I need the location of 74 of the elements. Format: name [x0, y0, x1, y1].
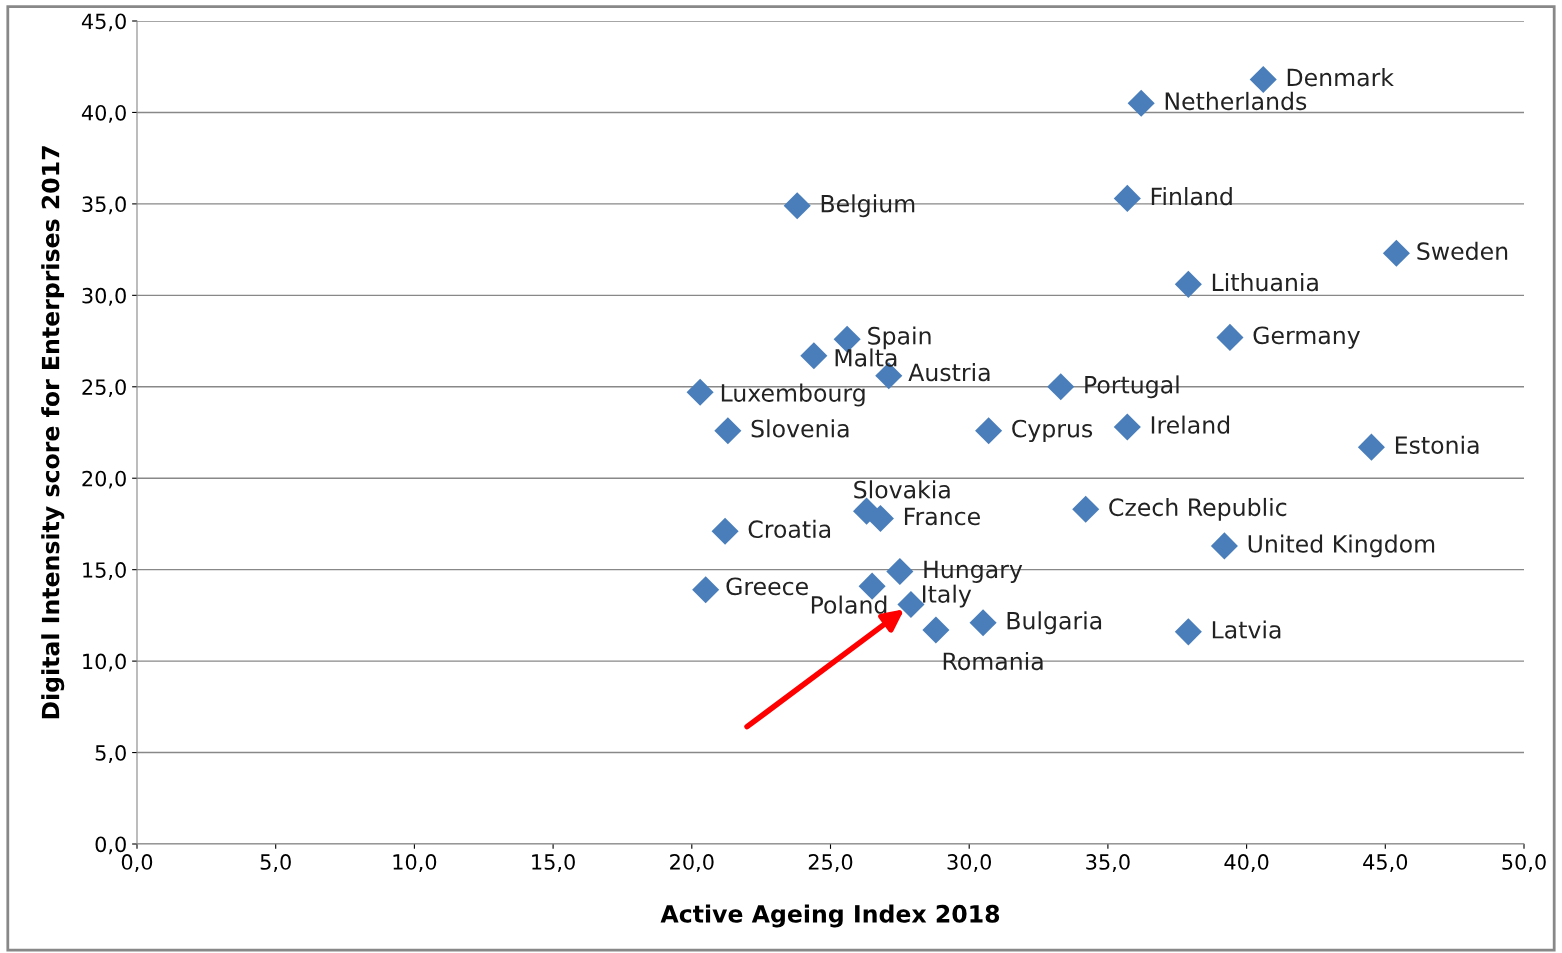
x-tick-label: 45,0 [1363, 854, 1408, 872]
annotation: Italy [922, 584, 972, 608]
point [1216, 323, 1244, 351]
point [1382, 239, 1410, 267]
annotation: Portugal [1085, 375, 1179, 399]
point [800, 342, 828, 370]
annotation: Slovakia [854, 480, 950, 499]
point [866, 504, 894, 532]
annotation: Latvia [1212, 620, 1281, 639]
x-tick-label: 15,0 [532, 854, 575, 872]
annotation: Bulgaria [1007, 611, 1102, 635]
point [1174, 618, 1202, 646]
point [1113, 184, 1141, 212]
point [922, 616, 950, 644]
annotation: Netherlands [1165, 91, 1307, 111]
point [714, 417, 742, 445]
y-tick-label: 15,0 [83, 562, 126, 580]
point [969, 609, 997, 637]
annotation: Belgium [821, 194, 915, 218]
x-tick-label: 40,0 [1224, 854, 1269, 872]
point [975, 417, 1003, 445]
annotation: Czech Republic [1109, 497, 1287, 521]
x-tick-label: 10,0 [393, 854, 437, 872]
x-tick-label: 0,0 [121, 854, 153, 872]
y-tick-label: 40,0 [81, 104, 126, 123]
point [1174, 270, 1202, 298]
point [783, 192, 811, 220]
x-tick-label: 5,0 [260, 854, 291, 872]
point [1210, 532, 1238, 560]
x-tick-label: 30,0 [947, 854, 992, 872]
point [1357, 433, 1385, 461]
annotation: Finland [1151, 186, 1232, 206]
annotation: Spain [868, 326, 931, 350]
annotation: Sweden [1417, 241, 1508, 261]
x-tick-label: 35,0 [1086, 854, 1130, 872]
y-tick-label: 45,0 [81, 13, 126, 32]
point [886, 557, 914, 586]
annotation: Estonia [1395, 435, 1479, 454]
point [711, 517, 739, 545]
point [1113, 413, 1141, 441]
annotation: Lithuania [1212, 272, 1318, 292]
annotation: Malta [835, 348, 897, 367]
y-tick-label: 20,0 [82, 470, 126, 489]
y-axis-title: Digital Intensity score for Enterprises 2017 [41, 146, 65, 719]
annotation: France [904, 507, 980, 526]
y-tick-label: 35,0 [82, 196, 126, 215]
annotation: Ireland [1151, 415, 1230, 434]
annotation: Poland [811, 595, 887, 614]
annotation: Denmark [1287, 68, 1394, 87]
x-tick-label: 25,0 [808, 854, 853, 872]
annotation: Croatia [748, 519, 831, 539]
annotation: Austria [908, 362, 990, 382]
annotation: Slovenia [751, 419, 849, 438]
point [692, 576, 720, 604]
y-tick-label: 0,0 [95, 836, 126, 855]
annotation: Germany [1253, 326, 1360, 349]
annotation: United Kingdom [1248, 534, 1435, 558]
annotation: Luxembourg [721, 383, 865, 407]
point [1047, 373, 1075, 401]
y-tick-label: 30,0 [82, 287, 126, 306]
annotation: Cyprus [1012, 419, 1093, 443]
annotation: Hungary [924, 560, 1023, 583]
y-tick-label: 5,0 [95, 745, 126, 763]
x-tick-label: 50,0 [1502, 854, 1546, 872]
annotation: Greece [726, 577, 808, 596]
point [686, 378, 714, 406]
x-tick-label: 20,0 [670, 854, 714, 872]
point [1127, 89, 1155, 117]
point [1072, 495, 1100, 523]
y-tick-label: 10,0 [83, 653, 126, 672]
point [897, 590, 925, 618]
x-axis-title: Active Ageing Index 2018 [660, 904, 1000, 928]
y-tick-label: 25,0 [82, 379, 126, 398]
annotation: Romania [943, 651, 1043, 671]
